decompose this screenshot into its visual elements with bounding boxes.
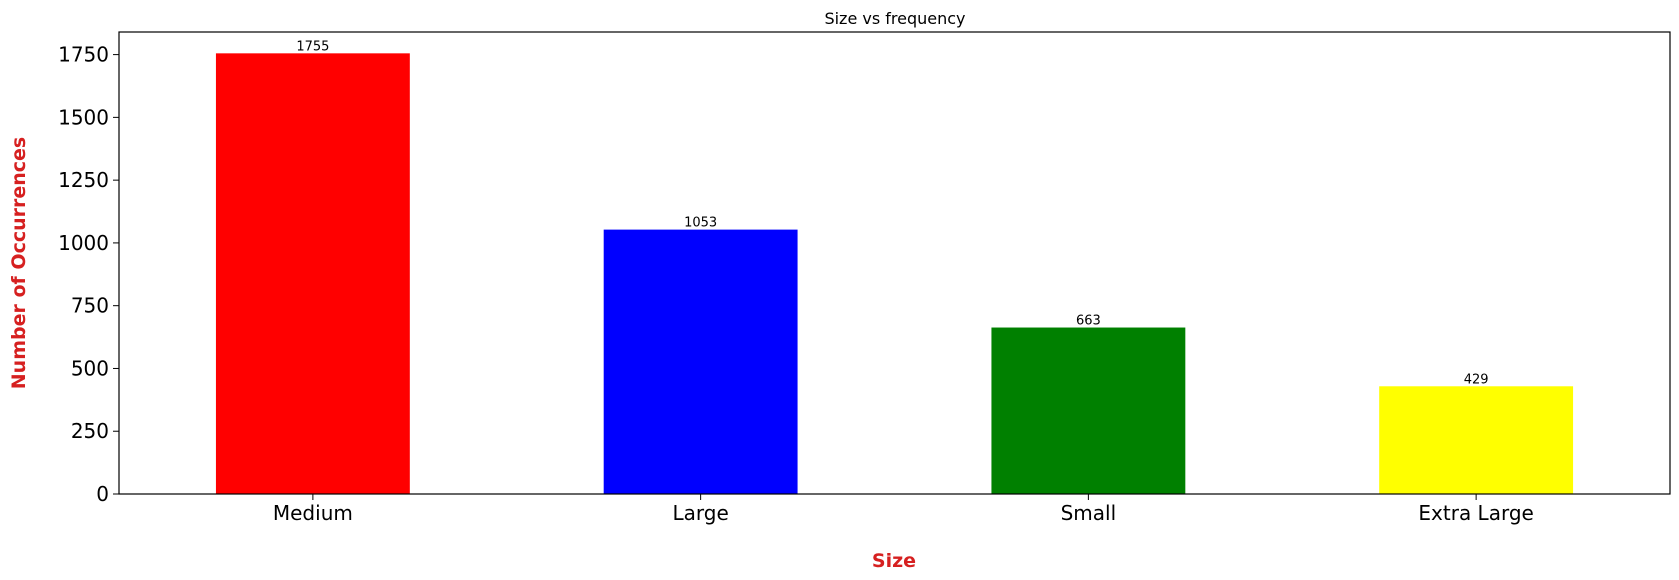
bar-3 <box>1379 386 1574 494</box>
x-tick-label-1: Large <box>672 501 728 525</box>
y-tick-label-7: 1750 <box>58 43 109 67</box>
data-label-0: 1755 <box>296 39 329 54</box>
data-label-2: 663 <box>1076 314 1101 329</box>
y-tick-label-3: 750 <box>71 294 109 318</box>
bar-2 <box>991 327 1186 494</box>
y-tick-label-5: 1250 <box>58 168 109 192</box>
x-axis: Medium Large Small Extra Large <box>273 494 1534 525</box>
x-tick-label-0: Medium <box>273 501 353 525</box>
data-labels-group: 1755 1053 663 429 <box>296 39 1488 387</box>
y-tick-label-0: 0 <box>96 482 109 506</box>
y-tick-label-1: 250 <box>71 419 109 443</box>
y-tick-label-4: 1000 <box>58 231 109 255</box>
bar-1 <box>603 229 798 495</box>
bars-group <box>215 53 1574 495</box>
plot-frame <box>118 31 1671 495</box>
data-label-3: 429 <box>1464 372 1489 387</box>
y-tick-label-6: 1500 <box>58 105 109 129</box>
bar-0 <box>215 53 410 495</box>
x-tick-label-3: Extra Large <box>1418 501 1533 525</box>
x-axis-title: Size <box>872 550 916 572</box>
y-axis: 0 250 500 750 1000 1250 1500 1750 <box>58 43 119 506</box>
y-axis-title: Number of Occurrences <box>8 137 30 389</box>
data-label-1: 1053 <box>684 216 717 231</box>
x-tick-label-2: Small <box>1061 501 1117 525</box>
chart-title: Size vs frequency <box>824 9 965 28</box>
y-tick-label-2: 500 <box>71 356 109 380</box>
